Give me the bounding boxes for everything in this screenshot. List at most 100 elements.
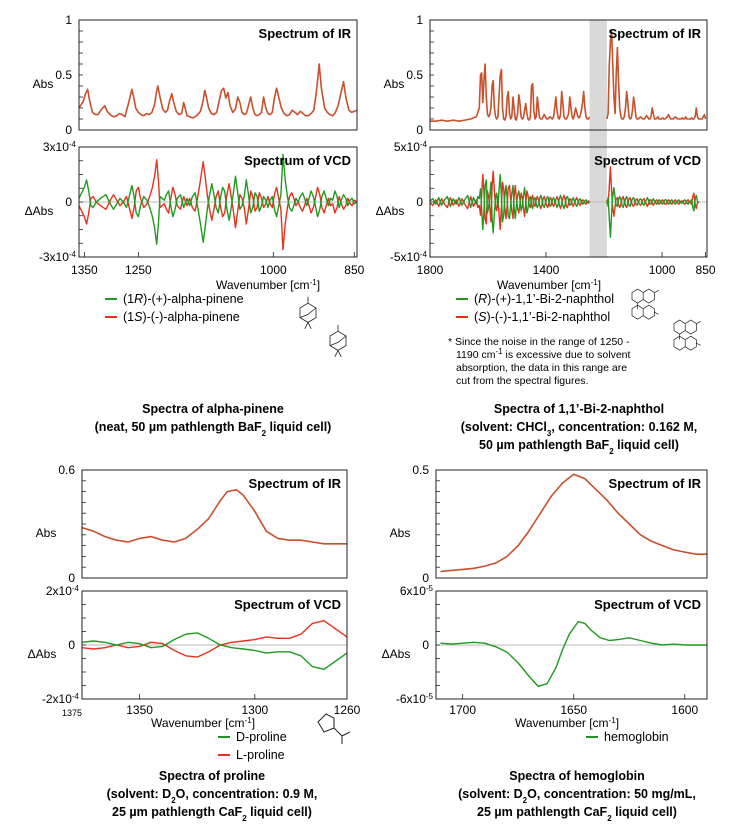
text-span: 1190 cm (456, 349, 496, 361)
x-tick-label: 1350 (126, 703, 153, 717)
text-span: -5x10 (390, 250, 420, 264)
vcd-y-tick-label: -3x10-4 (39, 250, 77, 265)
footnote-line: cut from the spectral figures. (456, 375, 588, 387)
legend-entry: (R)-(+)-1,1’-Bi-2-naphthol (474, 292, 614, 306)
vcd-y-axis-label: ΔAbs (28, 647, 57, 661)
bond-lines (299, 296, 317, 329)
footnote-line: 1190 cm-1 is excessive due to solvent (456, 347, 631, 362)
figure-caption-line: 25 µm pathlength CaF2 liquid cell) (477, 805, 677, 823)
text-span: -5 (426, 584, 434, 593)
text-span: 2 (609, 447, 614, 456)
chart-binaphthol: Spectrum of IR Abs 1 0.5 0 Spectrum of VCD ΔAb… (376, 13, 716, 456)
text-span: ( (474, 292, 479, 306)
text-span: liquid cell) (614, 438, 679, 452)
chart-alpha: Spectrum of IR Abs 1 0.5 0 Spectrum of VCD ΔAb… (25, 13, 365, 438)
text-span: is excessive due to solvent (503, 349, 631, 361)
figure-caption-line: 50 µm pathlength BaF2 liquid cell) (479, 438, 679, 456)
ir-y-tick-label: 0 (68, 571, 75, 585)
ir-panel-title: Spectrum of IR (609, 476, 702, 491)
text-span: )-(-)-1,1’-Bi-2-naphthol (487, 310, 611, 324)
text-span: L-proline (236, 748, 285, 762)
ir-series-line (440, 473, 707, 573)
figure-caption-title: Spectra of alpha-pinene (142, 402, 284, 416)
text-span: R (134, 292, 143, 306)
x-axis-label: Wavenumber [cm-1] (216, 278, 320, 293)
ir-y-tick-label: 0.5 (406, 68, 423, 82)
text-span: 2 (171, 796, 176, 805)
text-span: hemoglobin (604, 730, 669, 744)
text-span: -1 (496, 347, 504, 356)
figure-caption-line: 25 µm pathlength CaF2 liquid cell) (112, 805, 312, 823)
x-tick-label: 1250 (125, 263, 152, 277)
text-span: -2x10 (42, 692, 72, 706)
vcd-panel-title: Spectrum of VCD (594, 597, 701, 612)
text-span: 2 (242, 814, 247, 823)
bond-lines (631, 288, 659, 320)
binaphthol-r-structure-icon (631, 288, 659, 320)
text-span: R (478, 292, 487, 306)
text-span: 2 (523, 796, 528, 805)
text-span: (solvent: D (107, 787, 172, 801)
text-span: liquid cell) (247, 805, 312, 819)
text-span: 2 (262, 429, 267, 438)
ir-y-axis-label: Abs (384, 77, 405, 91)
chart-hemoglobin: Spectrum of IR Abs 0.5 0 Spectrum of VCD ΔAbs… (382, 463, 708, 823)
ir-y-tick-label: 0.6 (58, 463, 75, 477)
vcd-y-axis-label: ΔAbs (382, 647, 411, 661)
text-span: ] (616, 716, 619, 730)
text-span: (neat, 50 µm pathlength BaF (95, 420, 262, 434)
figure-caption-line: (solvent: D2O, concentration: 0.9 M, (107, 787, 318, 805)
vcd-panel-title: Spectrum of VCD (594, 153, 701, 168)
chart-proline: Spectrum of IR Abs 0.6 0 Spectrum of VCD ΔAbs… (28, 463, 361, 823)
text-span: -1 (310, 278, 318, 287)
text-span: -4 (420, 250, 428, 259)
text-span: , concentration: 0.162 M, (551, 420, 697, 434)
text-span: )-(-)-alpha-pinene (142, 310, 239, 324)
ir-y-tick-label: 1 (416, 13, 423, 27)
text-span: ] (598, 278, 601, 292)
text-span: 2x10 (46, 584, 72, 598)
text-span: absorption, the data in this range are (456, 362, 627, 374)
text-span: (solvent: D (458, 787, 523, 801)
text-span: Wavenumber [cm (515, 716, 609, 730)
ir-panel-title: Spectrum of IR (259, 26, 352, 41)
vcd-series-green-line (78, 153, 358, 245)
bond-lines (317, 713, 351, 744)
text-span: D-proline (236, 730, 287, 744)
figure-caption-line: (neat, 50 µm pathlength BaF2 liquid cell… (95, 420, 332, 438)
alpha-pinene-1r-structure-icon (299, 296, 317, 329)
text-span: * Since the noise in the range of 1250 - (448, 336, 630, 348)
bond-lines (673, 319, 701, 351)
legend-entry: L-proline (236, 748, 285, 762)
vcd-y-tick-label: 0 (65, 195, 72, 209)
ir-y-tick-label: 0.5 (55, 68, 72, 82)
text-span: cut from the spectral figures. (456, 375, 588, 387)
x-tick-label: 1800 (417, 263, 444, 277)
vcd-y-tick-label: 5x10-4 (394, 140, 428, 155)
text-span: -4 (420, 140, 428, 149)
alpha-pinene-1s-structure-icon (329, 324, 347, 357)
text-span: 3x10 (43, 140, 69, 154)
ir-series-line (78, 63, 358, 119)
text-span: 3 (547, 429, 552, 438)
vcd-series-red-line (429, 166, 700, 231)
ir-y-tick-label: 0.5 (412, 463, 429, 477)
figure-caption-line: (solvent: CHCl3, concentration: 0.162 M, (461, 420, 697, 438)
vcd-panel-title: Spectrum of VCD (244, 153, 351, 168)
text-span: -3x10 (39, 250, 69, 264)
text-span: -5 (426, 692, 434, 701)
text-span: -1 (609, 716, 617, 725)
text-span: Wavenumber [cm (497, 278, 591, 292)
figure-caption-line: (solvent: D2O, concentration: 50 mg/mL, (458, 787, 696, 805)
text-span: 25 µm pathlength CaF (477, 805, 607, 819)
text-span: (solvent: CHCl (461, 420, 547, 434)
text-span: 5x10 (394, 140, 420, 154)
footnote-line: absorption, the data in this range are (456, 362, 627, 374)
text-span: Wavenumber [cm (151, 716, 245, 730)
text-span: liquid cell) (612, 805, 677, 819)
text-span: liquid cell) (266, 420, 331, 434)
ir-y-axis-label: Abs (33, 77, 54, 91)
text-span: -6x10 (396, 692, 426, 706)
vcd-y-tick-label: 0 (422, 638, 429, 652)
x-tick-label: 1000 (260, 263, 287, 277)
